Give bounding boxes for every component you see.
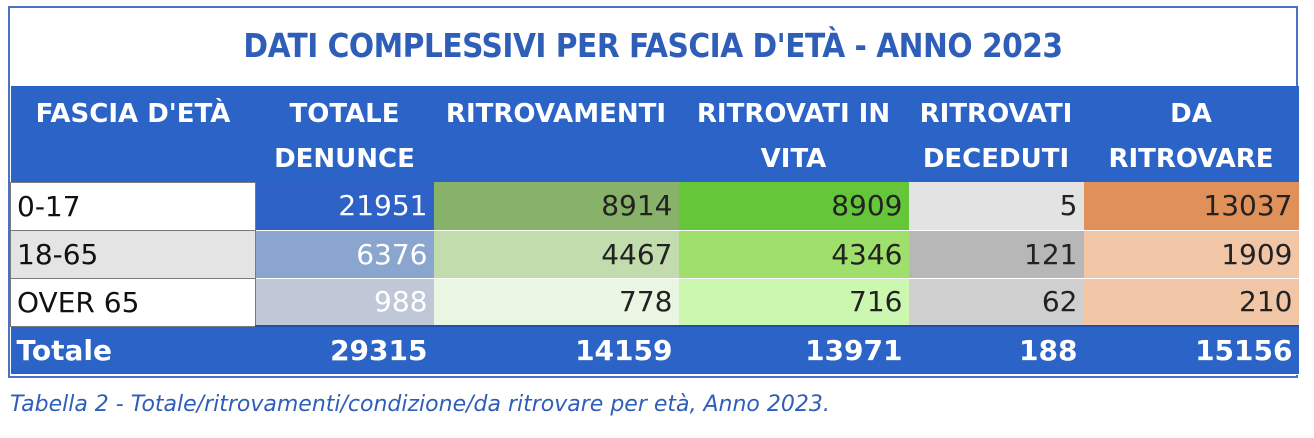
cell-denunce: 21951 — [255, 182, 434, 231]
total-deceduti: 188 — [908, 325, 1084, 375]
table-row: 0-17 21951 8914 8909 5 13037 — [10, 181, 1299, 231]
cell-ritrovamenti: 4467 — [433, 230, 679, 279]
cell-vita: 8909 — [678, 182, 909, 231]
cell-da-ritrovare: 1909 — [1083, 230, 1299, 279]
cell-ritrovamenti: 8914 — [433, 182, 679, 231]
cell-ritrovamenti: 778 — [433, 278, 679, 327]
header-ritrovamenti: RITROVAMENTI — [433, 86, 679, 182]
header-totale-denunce: TOTALE DENUNCE — [255, 86, 434, 182]
total-ritrovamenti: 14159 — [433, 325, 679, 375]
header-da-ritrovare: DA RITROVARE — [1083, 86, 1299, 182]
cell-deceduti: 5 — [908, 182, 1084, 231]
total-label: Totale — [10, 326, 256, 374]
total-row: Totale 29315 14159 13971 188 15156 — [10, 325, 1299, 375]
cell-vita: 716 — [678, 278, 909, 327]
total-denunce: 29315 — [255, 325, 434, 375]
row-label: OVER 65 — [10, 277, 256, 327]
cell-denunce: 988 — [255, 278, 434, 327]
table-caption: Tabella 2 - Totale/ritrovamenti/condizio… — [10, 392, 830, 417]
age-data-table: FASCIA D'ETÀ TOTALE DENUNCE RITROVAMENTI… — [10, 86, 1299, 375]
total-vita: 13971 — [678, 325, 909, 375]
table-row: 18-65 6376 4467 4346 121 1909 — [10, 229, 1299, 279]
cell-vita: 4346 — [678, 230, 909, 279]
header-row: FASCIA D'ETÀ TOTALE DENUNCE RITROVAMENTI… — [10, 86, 1299, 182]
table-row: OVER 65 988 778 716 62 210 — [10, 277, 1299, 327]
cell-da-ritrovare: 210 — [1083, 278, 1299, 327]
cell-da-ritrovare: 13037 — [1083, 182, 1299, 231]
cell-deceduti: 121 — [908, 230, 1084, 279]
row-label: 0-17 — [10, 181, 256, 231]
table-title: DATI COMPLESSIVI PER FASCIA D'ETÀ - ANNO… — [243, 26, 1063, 65]
header-ritrovati-in-vita: RITROVATI IN VITA — [678, 86, 909, 182]
row-label: 18-65 — [10, 229, 256, 279]
cell-deceduti: 62 — [908, 278, 1084, 327]
header-ritrovati-deceduti: RITROVATI DECEDUTI — [908, 86, 1084, 182]
total-da-ritrovare: 15156 — [1083, 325, 1299, 375]
header-fascia: FASCIA D'ETÀ — [10, 86, 256, 182]
cell-denunce: 6376 — [255, 230, 434, 279]
